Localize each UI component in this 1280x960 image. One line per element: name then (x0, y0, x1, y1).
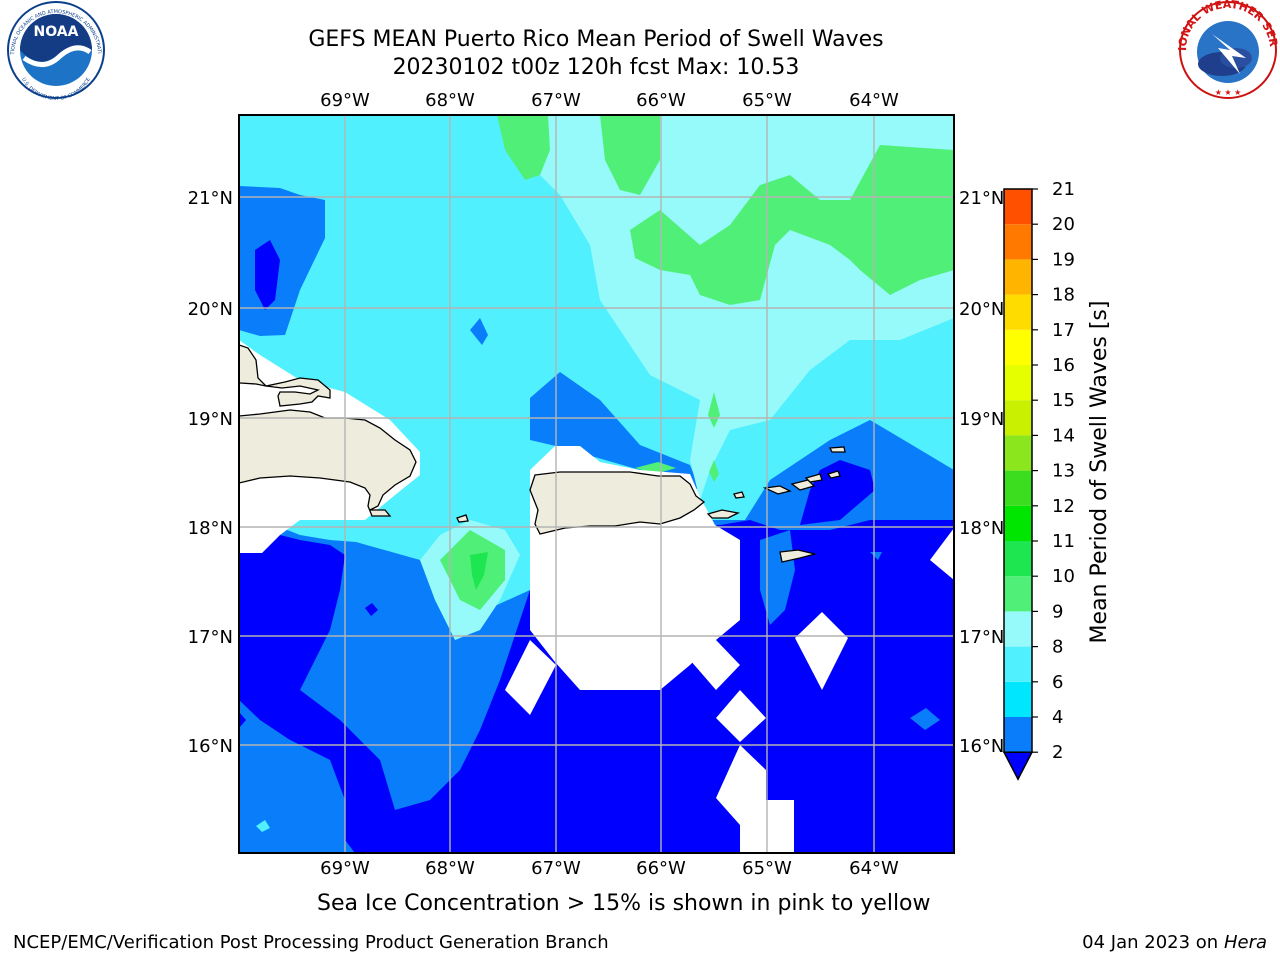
chart-title: GEFS MEAN Puerto Rico Mean Period of Swe… (308, 27, 884, 52)
lat-label-right: 21°N (959, 188, 1004, 209)
colorbar-tick-label: 16 (1052, 355, 1075, 376)
lat-label-right: 16°N (959, 736, 1004, 757)
nws-ring-text: NATIONAL WEATHER SERVICE (0, 0, 1280, 51)
colorbar-tick-label: 6 (1052, 672, 1063, 693)
colorbar-swatch (1004, 611, 1032, 647)
lon-label-bottom: 67°W (531, 858, 581, 879)
svg-text:NATIONAL WEATHER SERVICE: NATIONAL WEATHER SERVICE (0, 0, 1280, 51)
band-6-8-pocket (256, 820, 270, 832)
colorbar-tick-label: 18 (1052, 285, 1075, 306)
lat-labels-right: 21°N 20°N 19°N 18°N 17°N 16°N (959, 188, 1004, 757)
colorbar-swatch (1004, 541, 1032, 577)
colorbar-swatch (1004, 646, 1032, 682)
colorbar-swatch (1004, 435, 1032, 471)
lon-label-bottom: 66°W (636, 858, 686, 879)
colorbar-swatch (1004, 224, 1032, 260)
lat-labels-left: 21°N 20°N 19°N 18°N 17°N 16°N (188, 188, 233, 757)
noaa-text: NOAA (34, 24, 79, 40)
lon-label-top: 67°W (531, 90, 581, 111)
lat-label-left: 18°N (188, 518, 233, 539)
tortola-island (804, 473, 823, 483)
lat-label-right: 19°N (959, 409, 1004, 430)
culebra-island (733, 491, 745, 499)
gridlines (239, 115, 954, 853)
lat-label-left: 16°N (188, 736, 233, 757)
footer-branch: NCEP/EMC/Verification Post Processing Pr… (13, 932, 609, 953)
colorbar-swatch (1004, 400, 1032, 436)
swell-period-map (239, 115, 954, 853)
colorbar-tick-label: 9 (1052, 601, 1063, 622)
lat-label-right: 18°N (959, 518, 1004, 539)
colorbar-tick-label: 14 (1052, 425, 1075, 446)
footer-date-text: 04 Jan 2023 on (1082, 932, 1224, 953)
colorbar-label: Mean Period of Swell Waves [s] (1087, 301, 1112, 644)
colorbar-tick-label: 21 (1052, 179, 1075, 200)
vieques-island (706, 509, 741, 519)
colorbar-swatch (1004, 365, 1032, 401)
lat-label-left: 21°N (188, 188, 233, 209)
lon-label-top: 68°W (425, 90, 475, 111)
colorbar-tick-label: 4 (1052, 707, 1063, 728)
colorbar-tick-label: 10 (1052, 566, 1075, 587)
lon-label-bottom: 64°W (849, 858, 899, 879)
colorbar-tick-label: 17 (1052, 320, 1075, 341)
colorbar-swatch (1004, 259, 1032, 295)
colorbar-under-arrow (1002, 751, 1034, 781)
colorbar-swatch (1004, 294, 1032, 330)
lon-label-bottom: 69°W (320, 858, 370, 879)
lon-label-top: 65°W (742, 90, 792, 111)
colorbar-tick-label: 20 (1052, 214, 1075, 235)
colorbar-tick-labels: 2 4 6 8 9 10 11 12 13 14 15 16 17 18 19 20 21 (1032, 179, 1075, 763)
st-john-island (790, 479, 816, 491)
band-10-11 (470, 552, 488, 590)
lat-label-right: 20°N (959, 299, 1004, 320)
nws-logo: NATIONAL WEATHER SERVICE ★ ★ ★ (0, 0, 1280, 99)
lon-label-bottom: 65°W (742, 858, 792, 879)
colorbar-swatch (1004, 470, 1032, 506)
colorbar-swatch (1004, 717, 1032, 753)
colorbar-swatch (1004, 505, 1032, 541)
colorbar-tick-label: 13 (1052, 461, 1075, 482)
footer-date: 04 Jan 2023 on Hera (1082, 932, 1267, 954)
anegada-island (828, 446, 846, 453)
band-9-10 (440, 115, 954, 610)
lon-labels-top: 69°W 68°W 67°W 66°W 65°W 64°W (320, 90, 899, 111)
colorbar-swatch (1004, 189, 1032, 225)
colorbar-tick-label: 19 (1052, 249, 1075, 270)
lon-labels-bottom: 69°W 68°W 67°W 66°W 65°W 64°W (320, 858, 899, 879)
colorbar (1002, 188, 1034, 781)
lat-label-left: 17°N (188, 627, 233, 648)
colorbar-tick-label: 2 (1052, 742, 1063, 763)
colorbar-tick-label: 15 (1052, 390, 1075, 411)
lat-label-left: 19°N (188, 409, 233, 430)
lon-label-top: 69°W (320, 90, 370, 111)
map-frame (238, 114, 955, 854)
colorbar-tick-label: 11 (1052, 531, 1075, 552)
mona-island (456, 514, 469, 523)
lon-label-top: 66°W (636, 90, 686, 111)
lon-label-top: 64°W (849, 90, 899, 111)
sea-ice-note: Sea Ice Concentration > 15% is shown in … (317, 891, 931, 916)
colorbar-swatch (1004, 681, 1032, 717)
hispaniola-north-coast (239, 344, 331, 407)
colorbar-tick-label: 8 (1052, 637, 1063, 658)
virgin-gorda-island (826, 470, 841, 479)
st-croix-island (779, 549, 816, 563)
chart-subtitle: 20230102 t00z 120h fcst Max: 10.53 (392, 55, 800, 80)
svg-text:★ ★ ★: ★ ★ ★ (1215, 88, 1242, 97)
colorbar-swatch (1004, 329, 1032, 365)
lon-label-bottom: 68°W (425, 858, 475, 879)
st-thomas-island (762, 485, 792, 495)
lat-label-left: 20°N (188, 299, 233, 320)
colorbar-tick-label: 12 (1052, 496, 1075, 517)
lat-label-right: 17°N (959, 627, 1004, 648)
noaa-logo: NATIONAL OCEANIC AND ATMOSPHERIC ADMINIS… (0, 0, 105, 102)
colorbar-swatch (1004, 576, 1032, 612)
footer-machine: Hera (1223, 932, 1267, 953)
